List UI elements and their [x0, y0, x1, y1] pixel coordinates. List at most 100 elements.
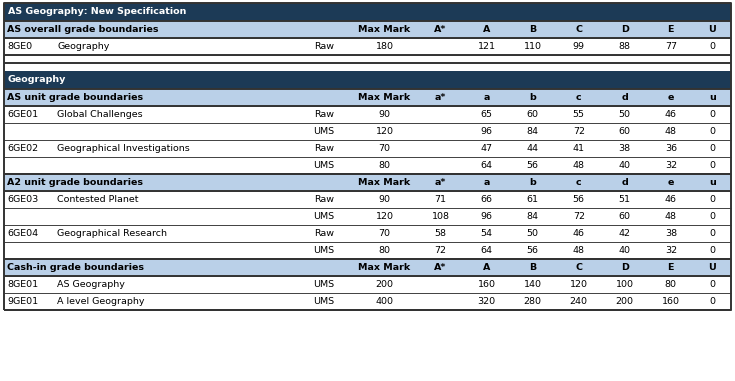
- Text: u: u: [709, 93, 716, 102]
- Text: Raw: Raw: [314, 42, 334, 51]
- Text: 8GE01: 8GE01: [7, 280, 38, 289]
- Text: 160: 160: [478, 280, 495, 289]
- Text: b: b: [529, 93, 536, 102]
- Text: 200: 200: [376, 280, 393, 289]
- Text: 9GE01: 9GE01: [7, 297, 38, 306]
- Text: 38: 38: [619, 144, 631, 153]
- Text: B: B: [529, 263, 537, 272]
- Text: 8GE0: 8GE0: [7, 42, 32, 51]
- Text: a*: a*: [435, 93, 446, 102]
- Text: 180: 180: [376, 42, 393, 51]
- Bar: [4, 276, 731, 293]
- Text: 66: 66: [481, 195, 492, 204]
- Text: C: C: [576, 25, 582, 34]
- Text: 160: 160: [662, 297, 680, 306]
- Text: e: e: [667, 178, 674, 187]
- Text: 47: 47: [481, 144, 492, 153]
- Text: 70: 70: [379, 144, 390, 153]
- Text: 46: 46: [573, 229, 585, 238]
- Text: 48: 48: [573, 246, 585, 255]
- Text: U: U: [709, 263, 717, 272]
- Text: 72: 72: [434, 246, 447, 255]
- Text: e: e: [667, 93, 674, 102]
- Text: 140: 140: [524, 280, 542, 289]
- Text: 0: 0: [709, 144, 715, 153]
- Text: 99: 99: [573, 42, 585, 51]
- Text: 72: 72: [573, 212, 585, 221]
- Text: Max Mark: Max Mark: [359, 178, 411, 187]
- Text: 46: 46: [665, 195, 677, 204]
- Text: Geographical Investigations: Geographical Investigations: [57, 144, 190, 153]
- Text: 54: 54: [481, 229, 492, 238]
- Text: B: B: [529, 25, 537, 34]
- Text: Max Mark: Max Mark: [359, 263, 411, 272]
- Text: A: A: [483, 263, 490, 272]
- Text: UMS: UMS: [313, 212, 334, 221]
- Text: 108: 108: [431, 212, 450, 221]
- Text: d: d: [621, 93, 628, 102]
- Text: AS unit grade boundaries: AS unit grade boundaries: [7, 93, 143, 102]
- Text: 36: 36: [664, 144, 677, 153]
- Text: 58: 58: [434, 229, 447, 238]
- Text: 41: 41: [573, 144, 585, 153]
- Text: E: E: [667, 263, 674, 272]
- Text: Contested Planet: Contested Planet: [57, 195, 139, 204]
- Bar: [4, 71, 731, 89]
- Text: b: b: [529, 178, 536, 187]
- Bar: [4, 106, 731, 123]
- Bar: [4, 89, 731, 106]
- Bar: [4, 157, 731, 174]
- Text: 280: 280: [524, 297, 542, 306]
- Text: 0: 0: [709, 229, 715, 238]
- Text: UMS: UMS: [313, 297, 334, 306]
- Text: c: c: [576, 178, 581, 187]
- Text: AS Geography: New Specification: AS Geography: New Specification: [8, 8, 187, 16]
- Text: 55: 55: [573, 110, 585, 119]
- Text: 65: 65: [481, 110, 492, 119]
- Bar: [4, 21, 731, 38]
- Text: a: a: [484, 178, 490, 187]
- Text: 46: 46: [665, 110, 677, 119]
- Text: 320: 320: [478, 297, 495, 306]
- Text: 70: 70: [379, 229, 390, 238]
- Bar: [4, 225, 731, 242]
- Text: 32: 32: [664, 246, 677, 255]
- Bar: [4, 293, 731, 310]
- Text: 6GE02: 6GE02: [7, 144, 38, 153]
- Text: 0: 0: [709, 161, 715, 170]
- Text: 48: 48: [665, 212, 677, 221]
- Text: 0: 0: [709, 195, 715, 204]
- Text: UMS: UMS: [313, 246, 334, 255]
- Text: 40: 40: [619, 246, 631, 255]
- Text: A level Geography: A level Geography: [57, 297, 145, 306]
- Text: 120: 120: [376, 212, 393, 221]
- Bar: [4, 123, 731, 140]
- Text: 64: 64: [481, 246, 492, 255]
- Text: Max Mark: Max Mark: [359, 25, 411, 34]
- Text: A*: A*: [434, 263, 447, 272]
- Bar: [4, 38, 731, 55]
- Text: 96: 96: [481, 127, 492, 136]
- Text: 0: 0: [709, 297, 715, 306]
- Text: U: U: [709, 25, 717, 34]
- Text: 60: 60: [619, 127, 631, 136]
- Text: Geography: Geography: [8, 75, 66, 85]
- Bar: [4, 242, 731, 259]
- Text: 64: 64: [481, 161, 492, 170]
- Text: 32: 32: [664, 161, 677, 170]
- Text: a*: a*: [435, 178, 446, 187]
- Text: 71: 71: [434, 195, 447, 204]
- Text: Max Mark: Max Mark: [359, 93, 411, 102]
- Text: Raw: Raw: [314, 195, 334, 204]
- Text: 51: 51: [619, 195, 631, 204]
- Text: UMS: UMS: [313, 161, 334, 170]
- Text: Raw: Raw: [314, 110, 334, 119]
- Text: 0: 0: [709, 127, 715, 136]
- Text: D: D: [621, 25, 628, 34]
- Text: UMS: UMS: [313, 127, 334, 136]
- Bar: [4, 259, 731, 276]
- Text: 72: 72: [573, 127, 585, 136]
- Text: A2 unit grade boundaries: A2 unit grade boundaries: [7, 178, 143, 187]
- Text: 0: 0: [709, 246, 715, 255]
- Text: C: C: [576, 263, 582, 272]
